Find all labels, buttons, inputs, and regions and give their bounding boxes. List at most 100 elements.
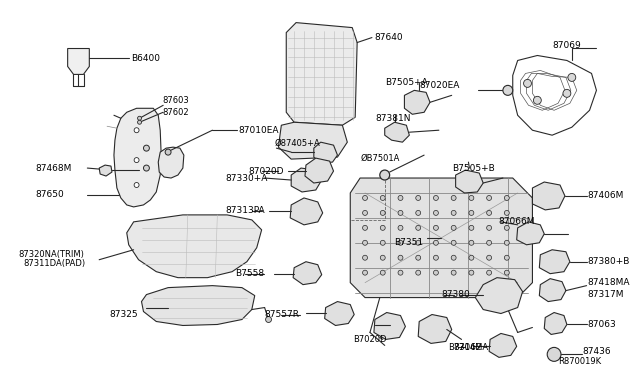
Circle shape — [433, 211, 438, 215]
Circle shape — [433, 195, 438, 201]
Circle shape — [363, 270, 367, 275]
Polygon shape — [324, 302, 354, 326]
Text: 87468M: 87468M — [35, 164, 72, 173]
Circle shape — [363, 195, 367, 201]
Circle shape — [451, 195, 456, 201]
Circle shape — [433, 240, 438, 245]
Text: B6400: B6400 — [131, 54, 159, 63]
Circle shape — [451, 270, 456, 275]
Circle shape — [533, 96, 541, 104]
Polygon shape — [489, 333, 516, 357]
Circle shape — [165, 149, 171, 155]
Circle shape — [568, 73, 576, 81]
Circle shape — [433, 270, 438, 275]
Polygon shape — [350, 178, 532, 298]
Text: 87602: 87602 — [162, 108, 189, 117]
Text: B7351: B7351 — [395, 238, 424, 247]
Circle shape — [504, 195, 509, 201]
Circle shape — [398, 255, 403, 260]
Circle shape — [138, 120, 141, 124]
Polygon shape — [456, 170, 483, 193]
Circle shape — [380, 270, 385, 275]
Circle shape — [380, 195, 385, 201]
Circle shape — [504, 211, 509, 215]
Polygon shape — [476, 278, 523, 314]
Polygon shape — [516, 222, 544, 245]
Circle shape — [469, 225, 474, 230]
Polygon shape — [99, 165, 112, 176]
Text: 87603: 87603 — [162, 96, 189, 105]
Polygon shape — [127, 215, 262, 278]
Circle shape — [416, 195, 420, 201]
Text: 87325: 87325 — [109, 310, 138, 319]
Polygon shape — [278, 122, 348, 159]
Text: Ø87405+A: Ø87405+A — [275, 139, 320, 148]
Circle shape — [416, 255, 420, 260]
Circle shape — [451, 240, 456, 245]
Circle shape — [469, 240, 474, 245]
Circle shape — [416, 270, 420, 275]
Text: ØB7501A: ØB7501A — [360, 154, 399, 163]
Circle shape — [380, 255, 385, 260]
Circle shape — [469, 255, 474, 260]
Circle shape — [503, 86, 513, 95]
Circle shape — [398, 195, 403, 201]
Circle shape — [398, 240, 403, 245]
Circle shape — [547, 347, 561, 361]
Text: 87317M: 87317M — [588, 290, 624, 299]
Circle shape — [504, 255, 509, 260]
Polygon shape — [385, 122, 410, 142]
Circle shape — [486, 240, 492, 245]
Circle shape — [398, 225, 403, 230]
Circle shape — [486, 211, 492, 215]
Circle shape — [380, 225, 385, 230]
Text: 87063: 87063 — [588, 320, 616, 329]
Text: 87313PA: 87313PA — [225, 206, 265, 215]
Polygon shape — [141, 286, 255, 326]
Circle shape — [504, 225, 509, 230]
Circle shape — [486, 195, 492, 201]
Circle shape — [398, 270, 403, 275]
Circle shape — [524, 79, 531, 87]
Circle shape — [416, 225, 420, 230]
Text: 87380+B: 87380+B — [588, 257, 630, 266]
Polygon shape — [290, 198, 323, 225]
Polygon shape — [286, 23, 357, 125]
Circle shape — [433, 255, 438, 260]
Circle shape — [469, 195, 474, 201]
Polygon shape — [68, 48, 90, 74]
Text: B7558: B7558 — [235, 269, 264, 278]
Circle shape — [380, 240, 385, 245]
Circle shape — [380, 211, 385, 215]
Circle shape — [380, 170, 390, 180]
Text: 87020EA: 87020EA — [419, 81, 460, 90]
Text: 87010EA: 87010EA — [238, 126, 278, 135]
Circle shape — [416, 240, 420, 245]
Circle shape — [563, 89, 571, 97]
Circle shape — [134, 158, 139, 163]
Polygon shape — [314, 142, 337, 163]
Polygon shape — [532, 182, 565, 210]
Circle shape — [451, 255, 456, 260]
Circle shape — [469, 270, 474, 275]
Text: B7505+B: B7505+B — [452, 164, 495, 173]
Circle shape — [138, 116, 141, 120]
Text: 87066M: 87066M — [498, 217, 534, 227]
Text: R870019K: R870019K — [558, 357, 602, 366]
Text: 87406M: 87406M — [588, 192, 624, 201]
Polygon shape — [544, 312, 567, 334]
Circle shape — [486, 270, 492, 275]
Circle shape — [363, 211, 367, 215]
Text: B7020D: B7020D — [353, 335, 387, 344]
Text: 87330+A: 87330+A — [225, 173, 268, 183]
Circle shape — [266, 317, 271, 323]
Polygon shape — [291, 168, 322, 192]
Circle shape — [433, 225, 438, 230]
Text: B7314MA: B7314MA — [448, 343, 488, 352]
Circle shape — [363, 225, 367, 230]
Text: 87418MA: 87418MA — [588, 278, 630, 287]
Polygon shape — [114, 108, 161, 207]
Circle shape — [504, 240, 509, 245]
Circle shape — [134, 128, 139, 133]
Circle shape — [143, 145, 149, 151]
